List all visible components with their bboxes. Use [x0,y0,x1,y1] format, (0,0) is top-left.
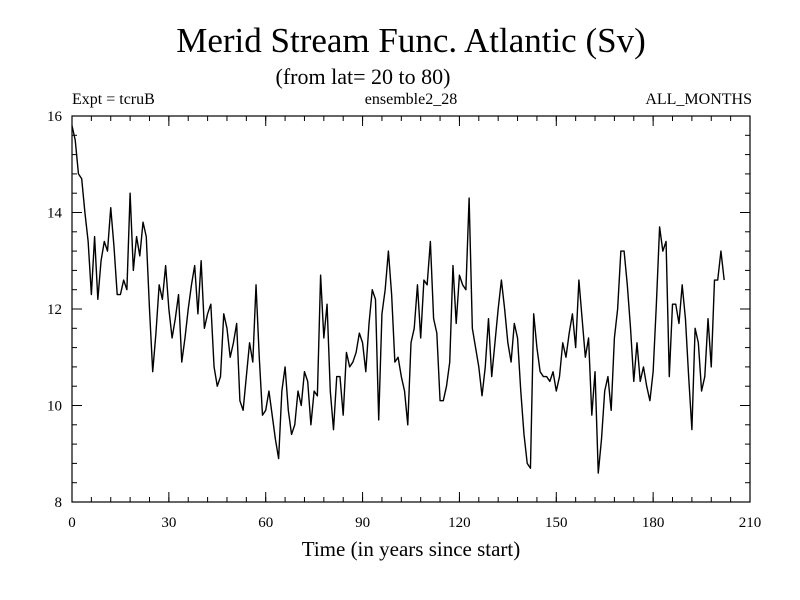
y-tick-label: 16 [47,109,63,125]
x-axis-label: Time (in years since start) [302,537,521,561]
x-tick-label: 60 [258,515,273,531]
y-tick-label: 12 [47,302,62,318]
plot-frame [71,115,751,503]
axis-ticks [71,115,751,503]
y-tick-label: 8 [55,495,63,511]
x-tick-label: 90 [355,515,370,531]
x-tick-label: 30 [161,515,176,531]
series-line [71,125,725,474]
axis-tick-labels: 0 30 60 90 120 150 180 210 8 10 12 14 16 [47,109,761,531]
y-tick-label: 10 [47,399,62,415]
ensemble-label: ensemble2_28 [365,91,457,108]
x-tick-label: 150 [545,515,568,531]
y-tick-label: 14 [47,206,63,222]
chart-title: Merid Stream Func. Atlantic (Sv) [176,21,646,60]
x-tick-label: 210 [739,515,762,531]
x-tick-label: 180 [642,515,665,531]
chart-subtitle: (from lat= 20 to 80) [276,64,451,89]
x-tick-label: 120 [448,515,471,531]
months-label: ALL_MONTHS [645,91,752,108]
x-tick-label: 0 [68,515,76,531]
experiment-label: Expt = tcruB [72,91,155,108]
